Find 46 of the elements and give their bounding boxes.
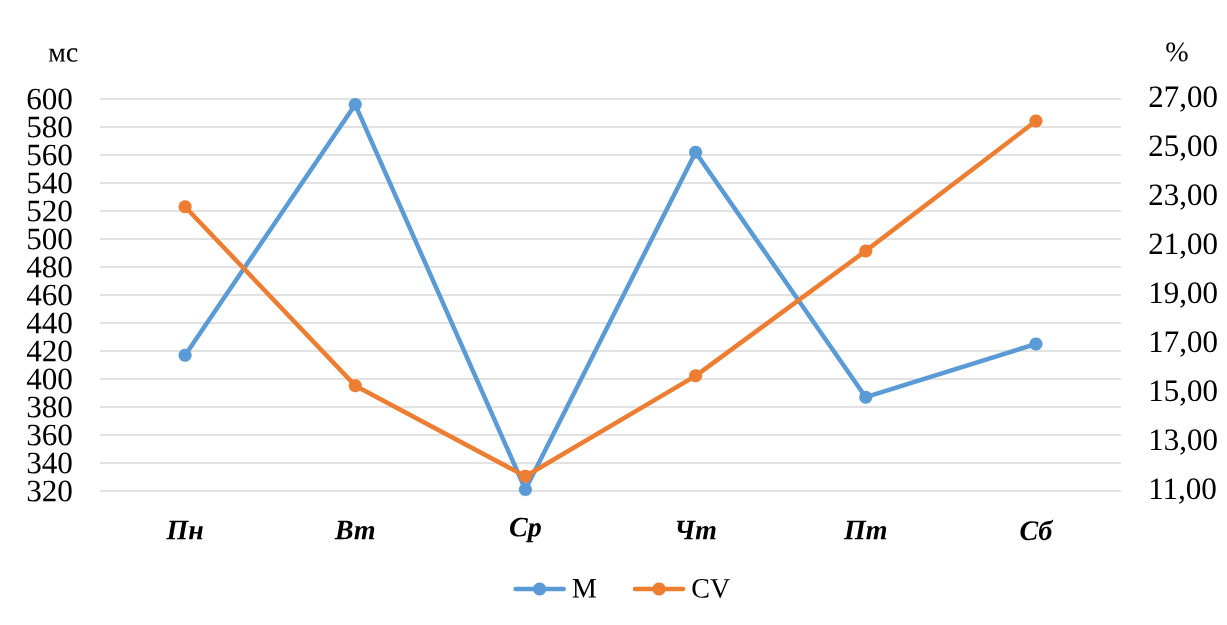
y2-tick-label: 19,00 [1150, 282, 1217, 308]
x-tick-label: Сб [1020, 519, 1054, 541]
y-tick-label: 320 [27, 480, 72, 502]
point [1029, 114, 1043, 128]
point [178, 200, 192, 214]
y-tick-label: 400 [26, 368, 72, 390]
y-axis-title: мс [48, 48, 78, 62]
y-tick-label: 560 [28, 144, 72, 166]
point [178, 348, 192, 362]
y-tick-label: 520 [28, 200, 72, 222]
x-tick-label: Пт [843, 520, 887, 540]
y2-axis-title: % [1166, 42, 1188, 62]
y-tick-label: 420 [26, 340, 72, 362]
y-tick-label: 440 [26, 312, 72, 334]
y2-tick-label: 21,00 [1149, 233, 1217, 259]
y2-tick-label: 23,00 [1149, 184, 1217, 210]
point [689, 145, 703, 159]
point [859, 244, 873, 258]
y2-tick-label: 25,00 [1149, 135, 1217, 161]
y-tick-label: 540 [28, 172, 72, 194]
y2-tick-label: 11,00 [1150, 478, 1216, 504]
legend-label: CV [692, 578, 730, 598]
point [348, 98, 362, 112]
point [859, 390, 873, 404]
y-tick-label: 480 [26, 256, 72, 278]
y2-tick-label: 13,00 [1150, 429, 1217, 455]
point [518, 469, 532, 483]
point [689, 369, 703, 383]
x-tick-label: Пн [166, 520, 203, 540]
x-tick-label: Чт [676, 520, 716, 540]
y-tick-label: 460 [26, 284, 72, 306]
legend-label: M [572, 579, 596, 598]
y-tick-label: 340 [27, 452, 72, 474]
point [1029, 337, 1043, 351]
y-tick-label: 600 [27, 88, 72, 110]
y-tick-label: 500 [28, 228, 72, 250]
point [518, 483, 532, 497]
y2-tick-label: 27,00 [1149, 86, 1217, 112]
y-tick-label: 580 [28, 116, 72, 138]
x-tick-label: Вт [334, 520, 375, 540]
y2-tick-label: 15,00 [1150, 380, 1217, 406]
x-tick-label: Ср [510, 517, 541, 543]
y2-tick-label: 17,00 [1150, 331, 1217, 357]
point [348, 379, 362, 393]
y-tick-label: 380 [27, 396, 72, 418]
y-tick-label: 360 [27, 424, 72, 446]
